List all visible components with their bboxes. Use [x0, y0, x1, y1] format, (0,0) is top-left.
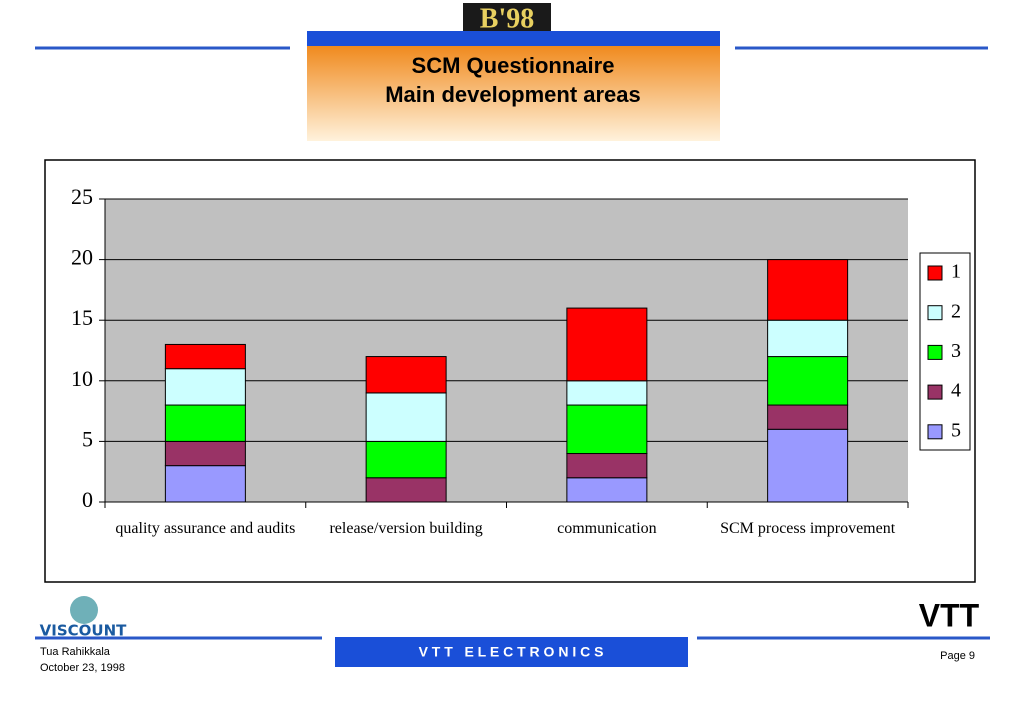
footer-text: V T T E L E C T R O N I C S: [419, 644, 604, 660]
legend-swatch: [927, 424, 943, 440]
bar-segment: [164, 343, 246, 370]
bar-segment: [164, 440, 246, 467]
header-box: [307, 46, 720, 141]
legend-label: 1: [951, 261, 961, 283]
bar-segment: [566, 380, 648, 406]
bar-segment: [767, 319, 849, 358]
bar-segment: [365, 440, 447, 479]
x-tick-label: release/version building: [329, 520, 483, 537]
y-tick-label: 25: [71, 184, 93, 209]
bar-segment: [767, 259, 849, 321]
bar-segment: [566, 404, 648, 455]
bar-segment: [767, 428, 849, 503]
viscount-icon: [70, 596, 98, 624]
legend-swatch: [927, 265, 943, 281]
subtitle: Main development areas: [385, 82, 641, 107]
y-tick-label: 20: [71, 245, 93, 270]
x-tick-label: SCM process improvement: [720, 520, 896, 537]
legend-label: 5: [951, 419, 961, 441]
bar-segment: [164, 465, 246, 503]
bar-segment: [767, 404, 849, 430]
y-tick-label: 0: [82, 487, 93, 512]
legend-label: 2: [951, 300, 961, 322]
logo: B'98: [480, 3, 534, 34]
bar-segment: [365, 477, 447, 503]
bar-segment: [566, 477, 648, 503]
bar-segment: [164, 368, 246, 406]
page-number: Page 9: [940, 650, 975, 662]
x-tick-label-box: quality assurance and audits: [115, 520, 296, 537]
bar-segment: [767, 356, 849, 406]
bar-segment: [365, 392, 447, 442]
bar-segment: [365, 356, 447, 394]
x-tick-label: quality assurance and audits: [115, 520, 296, 537]
legend-label: 3: [951, 340, 961, 362]
x-tick-label: communication: [557, 520, 657, 537]
bar-segment: [566, 307, 648, 382]
date: October 23, 1998: [40, 662, 125, 674]
viscount-logo: VISCOUNT: [40, 622, 127, 640]
y-tick-label: 5: [82, 426, 93, 451]
legend-swatch: [927, 344, 943, 360]
bar-segment: [164, 404, 246, 442]
title: SCM Questionnaire: [412, 53, 615, 78]
x-tick-label-box: release/version building: [329, 520, 483, 537]
legend-swatch: [927, 305, 943, 321]
author: Tua Rahikkala: [40, 646, 111, 658]
footer-bar: [335, 637, 688, 667]
legend-swatch: [927, 384, 943, 400]
y-tick-label: 15: [71, 305, 93, 330]
x-tick-label-box: SCM process improvement: [720, 520, 896, 537]
x-tick-label-box: communication: [557, 520, 657, 537]
vtt-logo: VTT: [919, 597, 980, 633]
y-tick-label: 10: [71, 366, 93, 391]
legend-label: 4: [951, 380, 961, 402]
bar-segment: [566, 453, 648, 479]
header-bar: [307, 31, 720, 46]
